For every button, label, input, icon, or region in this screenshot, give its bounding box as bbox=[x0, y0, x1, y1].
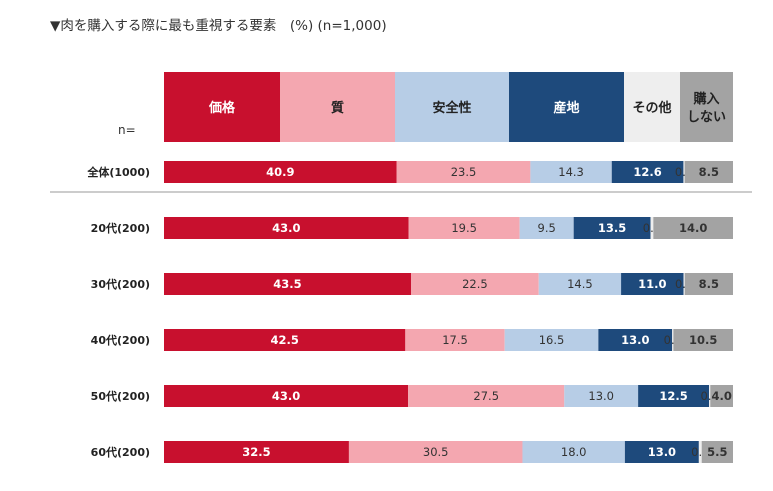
legend-swatch-quality bbox=[280, 72, 395, 142]
bar-segment-quality bbox=[408, 385, 565, 407]
data-label-safety: 9.5 bbox=[538, 221, 556, 235]
bar-segment-origin bbox=[621, 273, 684, 295]
data-label-price: 32.5 bbox=[242, 445, 270, 459]
bar-segment-price bbox=[164, 217, 409, 239]
bar-segment-no_purchase bbox=[673, 329, 733, 351]
legend-label-safety: 安全性 bbox=[432, 100, 471, 116]
row-label: 60代(200) bbox=[91, 445, 150, 459]
bar-segment-price bbox=[164, 273, 411, 295]
data-label-quality: 23.5 bbox=[451, 165, 477, 179]
legend-swatch-origin bbox=[509, 72, 624, 142]
data-label-safety: 13.0 bbox=[588, 389, 614, 403]
bar-segment-price bbox=[164, 441, 349, 463]
bar-segment-origin bbox=[638, 385, 710, 407]
bar-segment-no_purchase bbox=[684, 273, 733, 295]
row-label: 20代(200) bbox=[91, 221, 150, 235]
bar-segment-other bbox=[683, 273, 685, 295]
data-label-price: 42.5 bbox=[270, 333, 298, 347]
data-label-quality: 17.5 bbox=[442, 333, 468, 347]
bar-segment-other bbox=[650, 217, 654, 239]
legend-label-no_purchase: 購入 bbox=[692, 91, 719, 107]
bar-segment-price bbox=[164, 329, 406, 351]
data-label-no_purchase: 14.0 bbox=[679, 221, 707, 235]
legend-swatch-safety bbox=[395, 72, 509, 142]
bar-segment-no_purchase bbox=[710, 385, 733, 407]
bar-segment-safety bbox=[530, 161, 612, 183]
data-label-price: 43.0 bbox=[272, 389, 300, 403]
bar-segment-quality bbox=[348, 441, 523, 463]
data-label-safety: 14.3 bbox=[558, 165, 584, 179]
legend-label-quality: 質 bbox=[331, 100, 344, 116]
bar-segment-quality bbox=[410, 273, 539, 295]
legend-label-origin: 産地 bbox=[553, 100, 579, 116]
data-label-safety: 16.5 bbox=[539, 333, 565, 347]
data-label-quality: 19.5 bbox=[451, 221, 477, 235]
bar-segment-origin bbox=[573, 217, 651, 239]
legend-label-price: 価格 bbox=[208, 100, 236, 116]
data-label-origin: 13.5 bbox=[598, 221, 626, 235]
bar-segment-quality bbox=[405, 329, 505, 351]
bar-segment-no_purchase bbox=[684, 161, 733, 183]
bar-segment-price bbox=[164, 161, 397, 183]
row-label: 50代(200) bbox=[91, 389, 150, 403]
bar-segment-safety bbox=[522, 441, 625, 463]
row-label: 40代(200) bbox=[91, 333, 150, 347]
bar-segment-price bbox=[164, 385, 409, 407]
legend-swatch-no_purchase bbox=[680, 72, 733, 142]
row-label: 全体(1000) bbox=[86, 165, 150, 179]
data-label-quality: 30.5 bbox=[423, 445, 449, 459]
bar-segment-other bbox=[683, 161, 685, 183]
data-label-origin: 13.0 bbox=[621, 333, 649, 347]
data-label-price: 43.5 bbox=[273, 277, 301, 291]
data-label-no_purchase: 10.5 bbox=[689, 333, 717, 347]
bar-segment-origin bbox=[611, 161, 684, 183]
bar-segment-safety bbox=[538, 273, 622, 295]
data-label-quality: 22.5 bbox=[462, 277, 488, 291]
bar-segment-no_purchase bbox=[653, 217, 733, 239]
bar-segment-origin bbox=[598, 329, 673, 351]
data-label-origin: 13.0 bbox=[648, 445, 676, 459]
data-label-price: 43.0 bbox=[272, 221, 300, 235]
data-label-origin: 12.6 bbox=[633, 165, 661, 179]
bar-segment-safety bbox=[504, 329, 599, 351]
bar-segment-safety bbox=[564, 385, 639, 407]
legend-swatch-other bbox=[624, 72, 680, 142]
bar-segment-quality bbox=[408, 217, 520, 239]
data-label-price: 40.9 bbox=[266, 165, 294, 179]
legend-label-no_purchase: しない bbox=[687, 110, 726, 125]
bar-segment-other bbox=[672, 329, 674, 351]
bar-segment-quality bbox=[396, 161, 531, 183]
data-label-no_purchase: 8.5 bbox=[699, 277, 719, 291]
data-label-origin: 12.5 bbox=[659, 389, 687, 403]
data-label-safety: 14.5 bbox=[567, 277, 593, 291]
data-label-safety: 18.0 bbox=[561, 445, 587, 459]
row-label: 30代(200) bbox=[91, 277, 150, 291]
bar-segment-safety bbox=[519, 217, 574, 239]
n-label: n= bbox=[118, 123, 136, 137]
chart-title: ▼肉を購入する際に最も重視する要素 (%) (n=1,000) bbox=[50, 18, 387, 34]
bar-segment-other bbox=[698, 441, 702, 463]
data-label-no_purchase: 8.5 bbox=[699, 165, 719, 179]
bar-segment-no_purchase bbox=[701, 441, 733, 463]
data-label-quality: 27.5 bbox=[473, 389, 499, 403]
data-label-origin: 11.0 bbox=[638, 277, 666, 291]
data-label-no_purchase: 5.5 bbox=[707, 445, 727, 459]
legend-label-other: その他 bbox=[632, 100, 671, 116]
legend-swatch-price bbox=[164, 72, 280, 142]
bar-segment-origin bbox=[624, 441, 699, 463]
bar-segment-other bbox=[709, 385, 711, 407]
data-label-no_purchase: 4.0 bbox=[711, 389, 731, 403]
